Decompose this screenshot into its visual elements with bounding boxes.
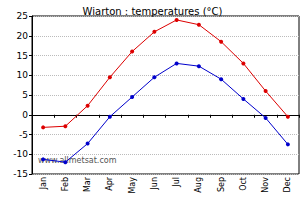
svg-text:5: 5: [22, 90, 28, 100]
svg-text:25: 25: [17, 11, 28, 21]
svg-text:Apr: Apr: [105, 176, 114, 191]
svg-text:Aug: Aug: [194, 177, 203, 193]
svg-text:Wiarton : temperatures (°C): Wiarton : temperatures (°C): [83, 6, 223, 17]
svg-text:-5: -5: [19, 130, 28, 140]
svg-text:Feb: Feb: [61, 177, 70, 191]
svg-text:Oct: Oct: [239, 177, 248, 191]
svg-text:Jun: Jun: [150, 177, 159, 191]
svg-text:15: 15: [17, 51, 28, 61]
svg-text:-15: -15: [13, 169, 28, 179]
svg-text:Jan: Jan: [39, 177, 48, 190]
svg-text:20: 20: [17, 31, 29, 41]
svg-text:-10: -10: [13, 149, 28, 159]
svg-text:www.allmetsat.com: www.allmetsat.com: [38, 155, 117, 165]
svg-text:Mar: Mar: [83, 176, 92, 192]
svg-text:Nov: Nov: [261, 177, 270, 193]
svg-text:0: 0: [22, 110, 28, 120]
svg-text:Sep: Sep: [217, 177, 226, 192]
svg-text:May: May: [128, 177, 137, 194]
svg-text:10: 10: [17, 70, 29, 80]
svg-text:Jul: Jul: [172, 177, 181, 188]
svg-text:Dec: Dec: [283, 177, 292, 192]
